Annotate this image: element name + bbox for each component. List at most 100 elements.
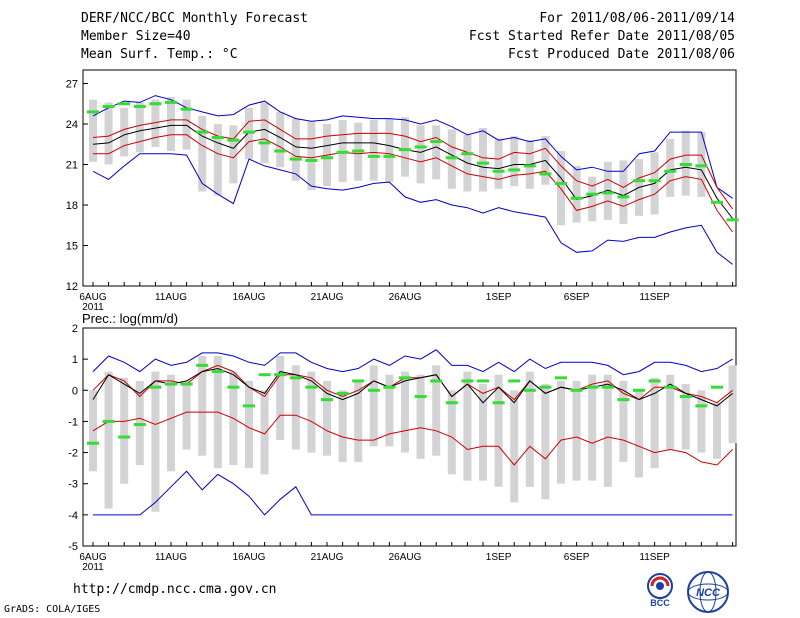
prec-ytick-label: -5 [68, 541, 78, 553]
prec-xtick-label: 6SEP [564, 552, 590, 563]
prec-ensemble-box [245, 380, 253, 469]
temp-observed-marker [430, 140, 443, 144]
prec-observed-marker [711, 385, 723, 389]
temp-observed-marker [149, 102, 162, 106]
temp-ensemble-box [619, 160, 628, 224]
temp-ensemble-box [151, 99, 160, 147]
prec-observed-marker [305, 385, 318, 389]
temp-observed-marker [461, 152, 474, 156]
prec-ensemble-box [151, 371, 160, 512]
prec-ensemble-box [572, 380, 581, 481]
prec-observed-marker [87, 441, 99, 445]
temp-observed-marker [321, 156, 333, 160]
temp-xtick-label: 11AUG [155, 292, 187, 303]
prec-xtick-label: 21AUG [311, 552, 344, 563]
prec-observed-marker [274, 373, 287, 377]
prec-observed-marker [352, 379, 365, 383]
prec-ensemble-box [385, 374, 394, 447]
prec-ensemble-box [432, 365, 441, 456]
prec-observed-marker [180, 382, 193, 386]
prec-observed-marker [477, 379, 489, 383]
temp-ytick-label: 27 [66, 79, 78, 91]
temp-observed-marker [492, 169, 505, 173]
temp-observed-marker [586, 192, 599, 196]
prec-ensemble-box [167, 374, 175, 472]
temp-observed-marker [679, 163, 692, 166]
prec-ensemble-box [603, 374, 612, 487]
prec-min-line [93, 470, 733, 516]
prec-observed-marker [414, 395, 427, 399]
temp-ensemble-box [479, 128, 487, 192]
temp-observed-marker [118, 102, 131, 106]
prec-xtick-label: 16AUG [233, 552, 266, 563]
prec-year-label: 2011 [82, 562, 104, 573]
temp-ensemble-box [89, 99, 97, 162]
prec-observed-marker [399, 376, 411, 380]
prec-ytick-label: 2 [72, 323, 78, 335]
prec-ensemble-box [557, 380, 565, 484]
temp-ensemble-box [276, 111, 285, 168]
temp-max-line [92, 95, 733, 199]
temp-observed-marker [399, 148, 411, 152]
start-date: Fcst Started Refer Date 2011/08/05 [468, 29, 735, 44]
prec-title: Prec.: log(mm/d) [82, 311, 178, 326]
prec-ensemble-box [525, 371, 534, 487]
prec-observed-marker [102, 419, 115, 423]
temp-observed-marker [227, 138, 240, 142]
prec-ytick-label: -2 [68, 448, 78, 460]
prec-p10-line [92, 411, 733, 466]
prec-ensemble-box [666, 374, 675, 450]
variable-label: Mean Surf. Temp.: °C [81, 47, 238, 62]
prec-ytick-label: 1 [72, 354, 78, 366]
temp-observed-marker [102, 104, 115, 108]
temp-observed-marker [289, 157, 302, 161]
temp-ytick-label: 18 [66, 200, 78, 212]
temp-ytick-label: 24 [66, 119, 78, 131]
temp-observed-marker [555, 181, 567, 185]
temp-ensemble-box [260, 102, 269, 164]
temp-ensemble-box [291, 118, 300, 181]
prec-ensemble-box [354, 380, 363, 462]
prec-median-line [92, 367, 733, 407]
temp-observed-marker [539, 172, 552, 176]
source-url[interactable]: http://cmdp.ncc.cma.gov.cn [73, 582, 277, 597]
prec-observed-marker [664, 385, 677, 389]
prec-ensemble-box [713, 402, 721, 459]
prec-ensemble-box [401, 371, 409, 453]
prec-ensemble-box [135, 380, 144, 466]
temp-observed-marker [648, 179, 661, 183]
temp-ensemble-box [229, 125, 238, 184]
prec-observed-marker [289, 376, 302, 380]
prec-observed-marker [461, 379, 474, 383]
prec-observed-marker [555, 376, 567, 380]
prec-observed-marker [336, 391, 349, 395]
prec-ensemble-box [650, 377, 659, 469]
temp-ensemble-box [401, 117, 409, 177]
prec-xtick-label: 11SEP [639, 552, 670, 563]
temp-p90-line [92, 119, 734, 210]
prec-ensemble-box [338, 390, 347, 462]
prec-observed-marker [695, 404, 708, 408]
prec-observed-marker [617, 398, 630, 402]
temp-observed-marker [477, 161, 489, 165]
prec-ensemble-box [541, 384, 550, 500]
temp-ensemble-box [416, 125, 425, 184]
prec-ensemble-box [260, 390, 269, 475]
chart-title: DERF/NCC/BCC Monthly Forecast [81, 11, 308, 26]
temp-observed-marker [414, 145, 427, 149]
temp-observed-marker [726, 218, 739, 222]
prec-observed-marker [211, 370, 224, 374]
prec-observed-marker [133, 423, 146, 427]
prec-observed-marker [679, 395, 692, 399]
temp-ensemble-box [213, 124, 222, 196]
member-size: Member Size=40 [81, 29, 191, 44]
prec-observed-marker [648, 379, 661, 383]
temp-observed-marker [367, 154, 380, 158]
temp-plot-frame [82, 69, 737, 287]
temp-observed-marker [87, 110, 99, 114]
temp-ensemble-box [135, 102, 144, 153]
temp-ensemble-box [588, 176, 597, 222]
prec-observed-marker [118, 435, 131, 439]
temp-observed-marker [570, 196, 583, 200]
